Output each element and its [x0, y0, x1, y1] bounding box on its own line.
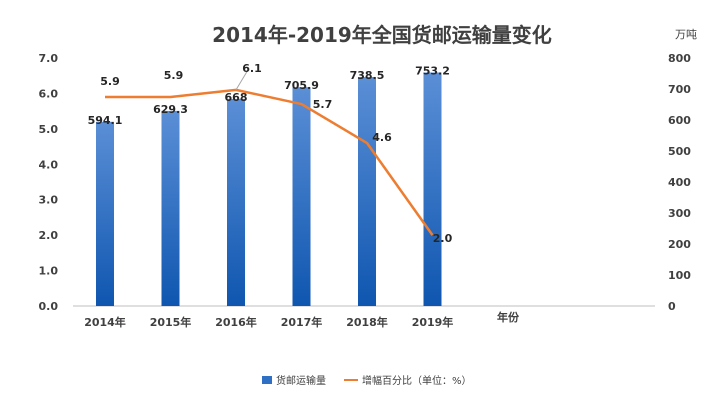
bar-series	[96, 72, 442, 307]
line-value-label: 6.1	[242, 62, 262, 75]
left-tick-label: 6.0	[39, 87, 59, 100]
right-axis: 0 100 200 300 400 500 600 700 800	[668, 52, 691, 313]
left-tick-label: 4.0	[39, 158, 59, 171]
x-tick-label: 2019年	[412, 315, 454, 329]
x-tick-label: 2017年	[281, 315, 323, 329]
bar	[358, 77, 376, 306]
line-value-label: 4.6	[372, 131, 392, 144]
x-tick-label: 2014年	[84, 315, 126, 329]
bar-value-label: 738.5	[350, 69, 385, 82]
left-tick-label: 0.0	[39, 300, 59, 313]
bar	[423, 72, 442, 307]
left-axis: 0.0 1.0 2.0 3.0 4.0 5.0 6.0 7.0	[39, 52, 59, 313]
x-tick-label: 2015年	[150, 315, 192, 329]
line-series	[105, 88, 434, 236]
bar-value-label: 594.1	[88, 114, 123, 127]
right-tick-label: 500	[668, 145, 691, 158]
line-path	[105, 88, 434, 236]
legend-swatch-bar	[262, 376, 272, 384]
leader-line	[235, 69, 249, 91]
bar-value-label: 753.2	[415, 65, 450, 78]
left-tick-label: 3.0	[39, 194, 59, 207]
right-tick-label: 300	[668, 207, 691, 220]
left-tick-label: 7.0	[39, 52, 59, 65]
x-axis: 2014年 2015年 2016年 2017年 2018年 2019年	[84, 315, 453, 329]
bar-data-labels: 594.1 629.3 668 705.9 738.5 753.2	[88, 65, 450, 127]
right-tick-label: 400	[668, 176, 691, 189]
x-tick-label: 2018年	[346, 315, 388, 329]
bar	[96, 121, 114, 306]
right-tick-label: 800	[668, 52, 691, 65]
line-value-label: 2.0	[433, 232, 453, 245]
right-tick-label: 700	[668, 83, 691, 96]
x-axis-label: 年份	[497, 310, 520, 324]
bar-value-label: 668	[225, 91, 248, 104]
bar-value-label: 629.3	[153, 103, 188, 116]
legend-label-bar: 货邮运输量	[276, 374, 326, 387]
left-tick-label: 2.0	[39, 229, 59, 242]
left-tick-label: 5.0	[39, 123, 59, 136]
right-tick-label: 200	[668, 238, 691, 251]
right-tick-label: 0	[668, 300, 676, 313]
legend-label-line: 增幅百分比（单位：%）	[362, 374, 472, 387]
line-value-label: 5.9	[164, 69, 184, 82]
bar	[292, 87, 311, 307]
right-axis-unit: 万吨	[675, 28, 697, 41]
chart-title: 2014年-2019年全国货邮运输量变化	[212, 23, 552, 47]
x-tick-label: 2016年	[215, 315, 257, 329]
bar	[161, 110, 180, 307]
bar-value-label: 705.9	[284, 79, 319, 92]
line-value-label: 5.7	[313, 98, 333, 111]
right-tick-label: 100	[668, 269, 691, 282]
line-value-label: 5.9	[100, 75, 120, 88]
line-data-labels: 5.9 5.9 6.1 5.7 4.6 2.0	[100, 62, 452, 245]
right-tick-label: 600	[668, 114, 691, 127]
legend: 货邮运输量 增幅百分比（单位：%）	[262, 374, 472, 387]
bar	[227, 98, 245, 306]
left-tick-label: 1.0	[39, 265, 59, 278]
